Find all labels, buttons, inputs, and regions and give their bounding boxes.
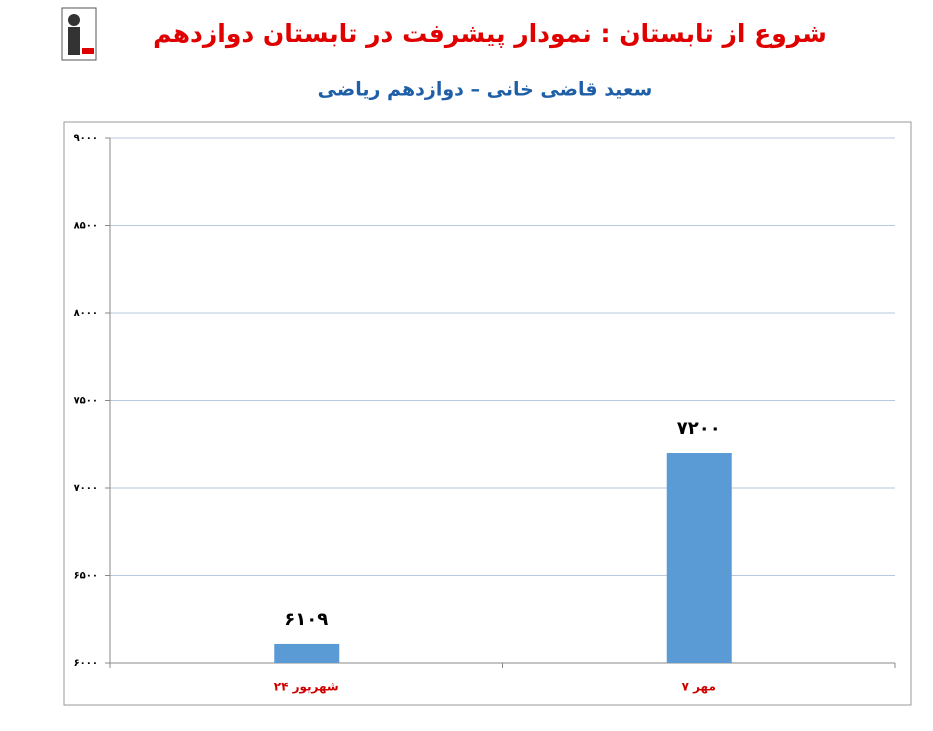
y-tick-label: ۶۰۰۰ (74, 658, 98, 669)
y-tick-label: ۸۵۰۰ (74, 221, 98, 232)
y-tick-label: ۷۵۰۰ (74, 396, 98, 407)
chart-title: شروع از تابستان : نمودار پیشرفت در تابست… (153, 19, 827, 49)
bar (274, 643, 340, 663)
chart-subtitle: سعید قاضی خانی – دوازدهم ریاضی (318, 79, 653, 101)
y-tick-label: ۸۰۰۰ (74, 308, 98, 319)
bar (666, 453, 732, 663)
y-tick-label: ۹۰۰۰ (74, 133, 98, 144)
data-label: ۷۲۰۰ (677, 418, 721, 439)
x-tick-label: ۷ مهر (682, 680, 716, 694)
x-tick-label: ۲۴ شهریور (274, 680, 339, 695)
y-tick-label: ۷۰۰۰ (74, 483, 98, 494)
logo (61, 7, 97, 61)
y-tick-label: ۶۵۰۰ (74, 571, 98, 582)
chart-frame (63, 121, 912, 706)
data-label: ۶۱۰۹ (284, 609, 328, 630)
